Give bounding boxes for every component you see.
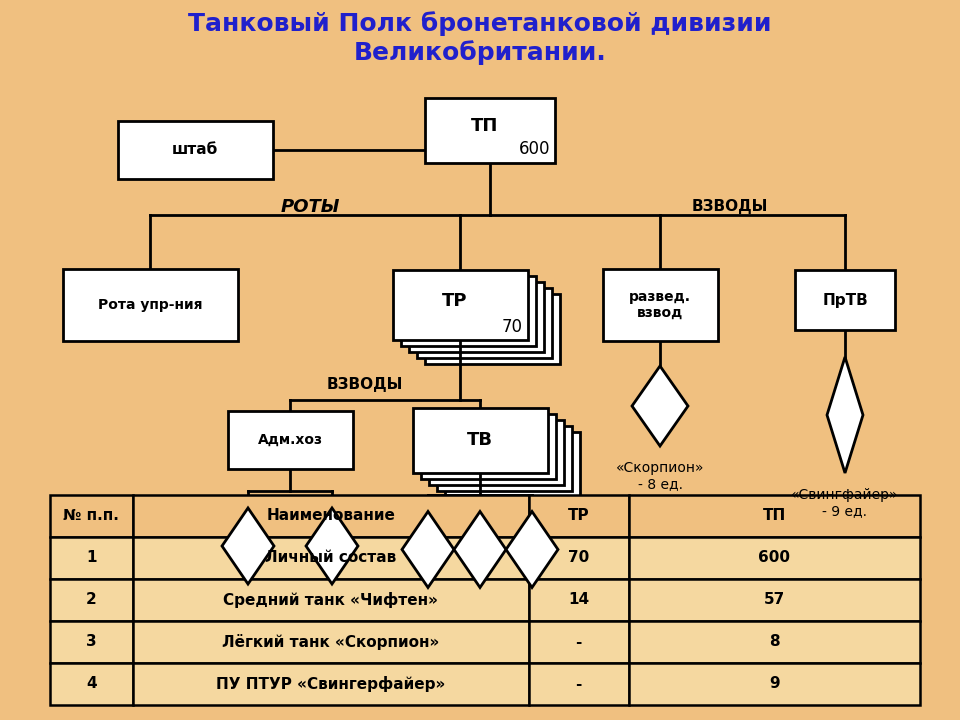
Bar	[629, 663, 920, 705]
Bar	[424, 294, 560, 364]
Bar	[393, 270, 527, 340]
Text: 8: 8	[769, 634, 780, 649]
Bar	[413, 408, 547, 472]
Bar	[629, 537, 920, 579]
Bar	[132, 495, 529, 537]
Bar	[132, 663, 529, 705]
Text: 600: 600	[758, 551, 790, 565]
Polygon shape	[306, 508, 358, 584]
Bar	[437, 426, 571, 490]
Polygon shape	[454, 511, 506, 588]
Bar	[529, 537, 629, 579]
Text: ВЗВОДЫ: ВЗВОДЫ	[692, 199, 768, 215]
Text: ТР: ТР	[443, 292, 468, 310]
Text: 600: 600	[518, 140, 550, 158]
Bar	[428, 420, 564, 485]
Text: штаб: штаб	[172, 143, 218, 158]
Text: Наименование: Наименование	[266, 508, 395, 523]
Text: 9: 9	[769, 677, 780, 691]
Bar	[132, 621, 529, 663]
Text: 57: 57	[763, 593, 785, 608]
Bar	[117, 121, 273, 179]
Text: 4: 4	[86, 677, 97, 691]
Text: ПУ ПТУР «Свингерфайер»: ПУ ПТУР «Свингерфайер»	[216, 676, 445, 692]
Text: ТВ: ТВ	[467, 431, 493, 449]
Bar	[50, 579, 132, 621]
Bar	[529, 663, 629, 705]
Text: 2: 2	[86, 593, 97, 608]
Polygon shape	[402, 511, 454, 588]
Text: Рота упр-ния: Рота упр-ния	[98, 298, 203, 312]
Bar	[62, 269, 237, 341]
Polygon shape	[222, 508, 274, 584]
Bar	[50, 621, 132, 663]
Bar	[132, 537, 529, 579]
Bar	[425, 97, 555, 163]
Text: -: -	[575, 677, 582, 691]
Bar	[409, 282, 543, 352]
Bar	[400, 276, 536, 346]
Text: ВЗВОДЫ: ВЗВОДЫ	[326, 377, 403, 392]
Bar	[629, 621, 920, 663]
Text: ТП: ТП	[471, 117, 498, 135]
Bar	[228, 411, 352, 469]
Text: 70: 70	[568, 551, 589, 565]
Text: -: -	[575, 634, 582, 649]
Text: № п.п.: № п.п.	[63, 508, 119, 523]
Text: 14: 14	[568, 593, 589, 608]
Bar	[529, 495, 629, 537]
Bar	[629, 495, 920, 537]
Text: Личный состав: Личный состав	[265, 551, 396, 565]
Bar	[50, 495, 132, 537]
Bar	[529, 621, 629, 663]
Bar	[444, 431, 580, 497]
Text: РОТЫ: РОТЫ	[280, 198, 340, 216]
Polygon shape	[632, 366, 688, 446]
Bar	[795, 270, 895, 330]
Bar	[603, 269, 717, 341]
Text: 70: 70	[501, 318, 522, 336]
Bar	[50, 663, 132, 705]
Text: Танковый Полк бронетанковой дивизии
Великобритании.: Танковый Полк бронетанковой дивизии Вели…	[188, 12, 772, 65]
Text: «Свингфайер»
- 9 ед.: «Свингфайер» - 9 ед.	[791, 488, 899, 518]
Text: Лёгкий танк «Скорпион»: Лёгкий танк «Скорпион»	[222, 634, 439, 650]
Bar	[529, 579, 629, 621]
Text: ПрТВ: ПрТВ	[822, 292, 868, 307]
Polygon shape	[506, 511, 558, 588]
Text: ТР: ТР	[567, 508, 589, 523]
Text: 1: 1	[86, 551, 97, 565]
Bar	[50, 537, 132, 579]
Text: «Скорпион»
- 8 ед.: «Скорпион» - 8 ед.	[615, 461, 705, 491]
Text: Адм.хоз: Адм.хоз	[257, 433, 323, 447]
Bar	[420, 413, 556, 479]
Text: развед.
взвод: развед. взвод	[629, 290, 691, 320]
Text: 3: 3	[86, 634, 97, 649]
Polygon shape	[827, 357, 863, 473]
Text: ТП: ТП	[762, 508, 786, 523]
Text: Средний танк «Чифтен»: Средний танк «Чифтен»	[223, 592, 438, 608]
Bar	[417, 288, 551, 358]
Bar	[132, 579, 529, 621]
Bar	[629, 579, 920, 621]
